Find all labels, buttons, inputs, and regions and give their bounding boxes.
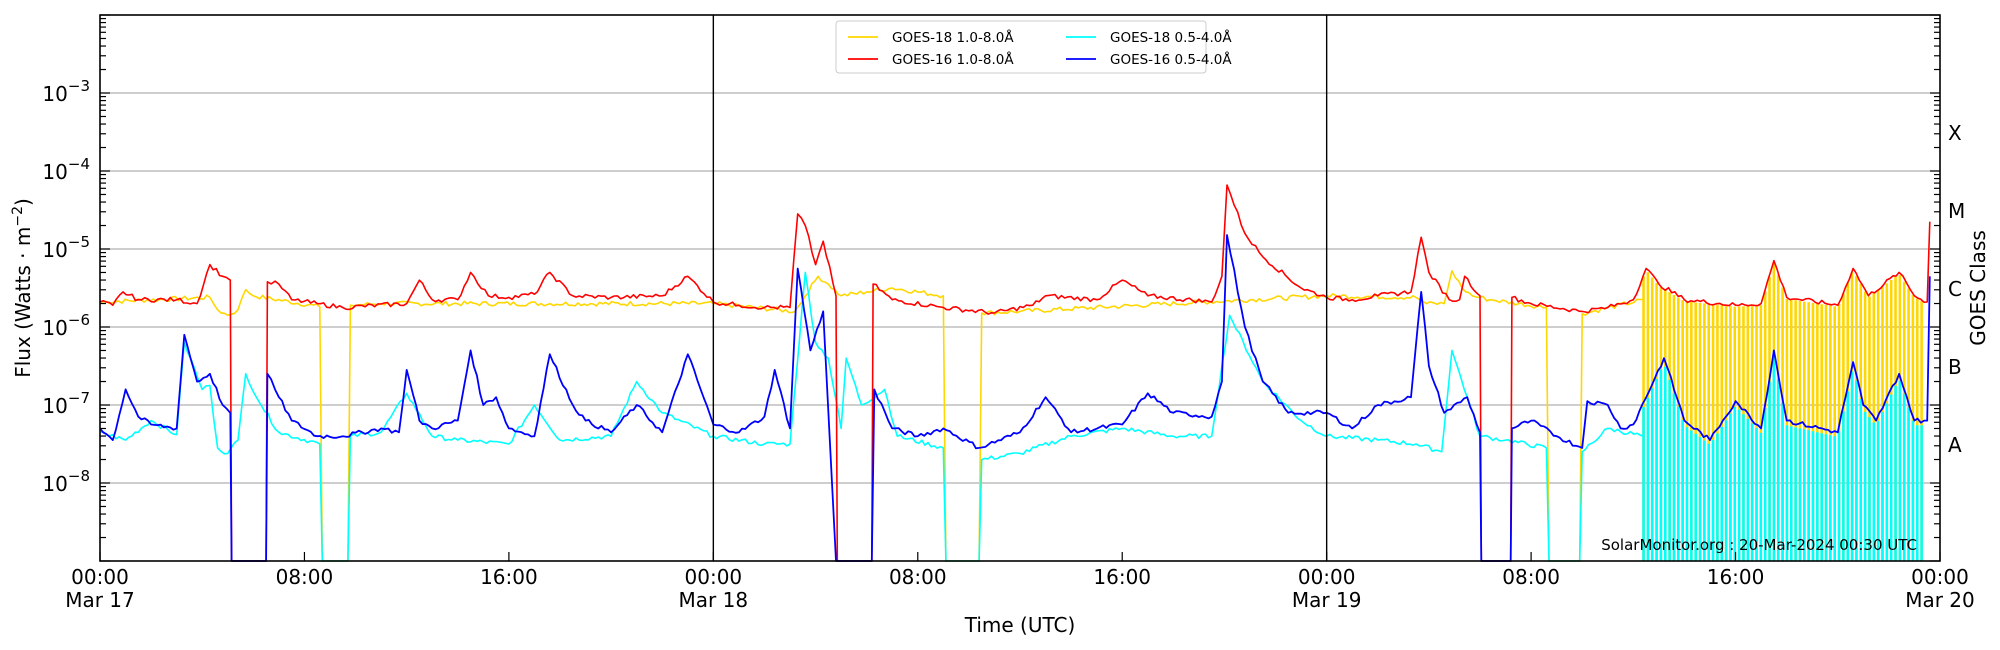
goes-class-labels: A B C M X [1948, 121, 1965, 457]
legend-label: GOES-18 0.5-4.0Å [1110, 29, 1232, 46]
x-tick-time: 16:00 [1093, 565, 1151, 589]
goes-class-a: A [1948, 433, 1962, 457]
legend-label: GOES-16 1.0-8.0Å [892, 51, 1014, 68]
x-tick-time: 00:00 [1911, 565, 1969, 589]
y-axis-label: Flux (Watts · m−2) [10, 198, 35, 378]
series-goes-18-0-5-4-0- [99, 271, 1644, 562]
x-tick-time: 00:00 [1298, 565, 1356, 589]
legend-label: GOES-16 0.5-4.0Å [1110, 51, 1232, 68]
goes-class-axis-label: GOES Class [1966, 230, 1990, 346]
goes-class-m: M [1948, 199, 1965, 223]
flux-series [99, 184, 1931, 562]
goes-class-b: B [1948, 355, 1962, 379]
series-goes-16-1-0-8-0- [99, 184, 1931, 562]
series-goes-16-0-5-4-0- [99, 234, 1931, 562]
x-tick-date: Mar 20 [1905, 588, 1975, 612]
x-tick-date: Mar 17 [65, 588, 135, 612]
y-tick-label: 10−4 [42, 155, 90, 184]
x-axis-label: Time (UTC) [964, 613, 1076, 637]
legend-label: GOES-18 1.0-8.0Å [892, 29, 1014, 46]
y-tick-label: 10−5 [42, 233, 90, 262]
watermark-text: SolarMonitor.org : 20-Mar-2024 00:30 UTC [1601, 536, 1917, 554]
x-tick-date: Mar 19 [1292, 588, 1362, 612]
x-tick-time: 08:00 [1502, 565, 1560, 589]
y-tick-label: 10−8 [42, 467, 90, 496]
x-tick-time: 16:00 [480, 565, 538, 589]
plot-frame [99, 14, 1941, 562]
y-axis-ticks: 10−8 10−7 10−6 10−5 10−4 10−3 [42, 14, 1940, 562]
goes-class-x: X [1948, 121, 1962, 145]
legend-box [835, 20, 1207, 74]
y-tick-label: 10−7 [42, 389, 90, 418]
x-tick-date: Mar 18 [679, 588, 749, 612]
x-tick-time: 08:00 [276, 565, 334, 589]
x-tick-time: 00:00 [71, 565, 129, 589]
gridlines [100, 92, 1940, 484]
series-goes-18-1-0-8-0- [100, 269, 1644, 562]
x-tick-time: 16:00 [1707, 565, 1765, 589]
y-tick-label: 10−6 [42, 311, 90, 340]
x-tick-time: 00:00 [685, 565, 743, 589]
goes-class-c: C [1948, 277, 1962, 301]
x-tick-time: 08:00 [889, 565, 947, 589]
striped-fill-region [1642, 262, 1923, 561]
day-dividers [712, 15, 1328, 561]
y-tick-label: 10−3 [42, 77, 90, 106]
legend: GOES-18 1.0-8.0Å GOES-18 0.5-4.0Å GOES-16 … [835, 20, 1232, 74]
